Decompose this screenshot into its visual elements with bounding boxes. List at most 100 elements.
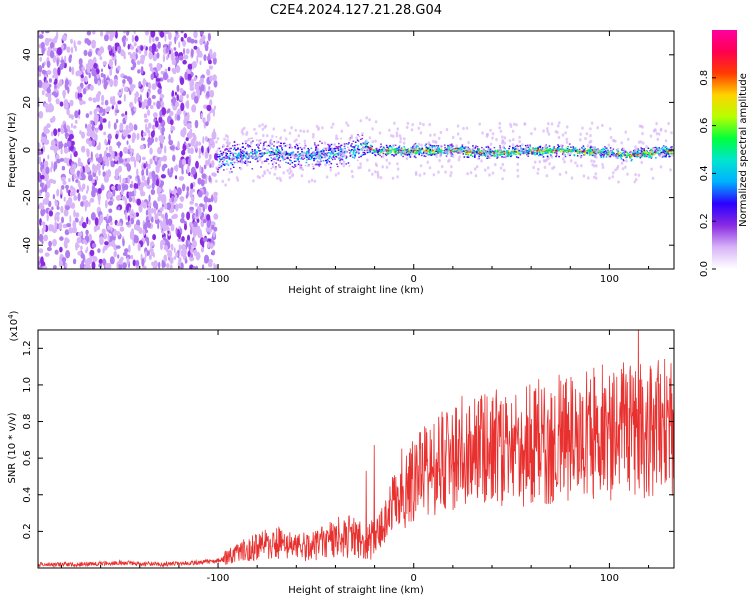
spectrogram-halo-cell bbox=[329, 168, 333, 172]
spectrogram-noise-cell bbox=[59, 143, 64, 147]
spectrogram-signal-cell bbox=[284, 145, 287, 147]
spectrogram-signal-cell bbox=[407, 152, 409, 154]
spectrogram-noise-cell bbox=[206, 214, 211, 221]
spectrogram-signal-cell bbox=[504, 148, 506, 150]
spectrogram-noise-cell bbox=[139, 94, 142, 103]
spectrogram-halo-cell bbox=[519, 148, 523, 152]
spectrogram-noise-cell bbox=[145, 216, 149, 224]
spectrogram-noise-cell bbox=[157, 146, 162, 155]
spectrogram-halo-cell bbox=[547, 157, 550, 161]
spectrogram-signal-cell bbox=[306, 151, 308, 153]
spectrogram-signal-cell bbox=[276, 155, 278, 157]
spectrogram-signal-cell bbox=[223, 164, 226, 166]
spectrogram-noise-cell bbox=[174, 51, 179, 57]
spectrogram-signal-cell bbox=[650, 154, 653, 157]
spectrogram-signal-cell bbox=[651, 156, 653, 158]
spectrogram-signal-cell bbox=[586, 148, 589, 150]
spectrogram-noise-cell bbox=[205, 226, 208, 233]
spectrogram-signal-cell bbox=[591, 149, 594, 151]
spectrogram-halo-cell bbox=[501, 162, 505, 167]
spectrogram-signal-cell bbox=[343, 145, 346, 148]
spectrogram-noise-cell bbox=[192, 240, 197, 248]
spectrogram-noise-cell bbox=[104, 245, 107, 251]
spectrogram-signal-cell bbox=[432, 149, 434, 151]
spectrogram-signal-cell bbox=[643, 148, 645, 150]
spectrogram-signal-cell bbox=[353, 150, 356, 152]
spectrogram-signal-cell bbox=[666, 149, 669, 152]
spectrogram-signal-cell bbox=[263, 160, 266, 163]
spectrogram-signal-cell bbox=[619, 154, 622, 156]
spectrogram-signal-cell bbox=[661, 146, 664, 149]
spectrogram-noise-cell bbox=[176, 110, 181, 116]
spectrogram-noise-cell bbox=[169, 264, 173, 269]
spectrogram-signal-cell bbox=[555, 155, 557, 158]
spectrogram-noise-cell bbox=[75, 70, 80, 77]
spectrogram-halo-cell bbox=[521, 143, 524, 147]
spectrogram-noise-cell bbox=[191, 212, 196, 221]
spectrogram-noise-cell bbox=[176, 187, 182, 196]
spectrogram-signal-cell bbox=[275, 166, 277, 168]
spectrogram-signal-cell bbox=[245, 151, 248, 153]
snr-series-line bbox=[38, 330, 674, 568]
spectrogram-noise-cell bbox=[38, 248, 44, 254]
spectrogram-halo-cell bbox=[288, 167, 292, 171]
spectrogram-halo-cell bbox=[222, 144, 225, 148]
spectrogram-noise-cell bbox=[199, 52, 203, 58]
spectrogram-halo-cell bbox=[649, 134, 653, 138]
spectrogram-signal-cell bbox=[645, 150, 647, 152]
spectrogram-signal-cell bbox=[394, 144, 397, 146]
spectrogram-signal-cell bbox=[655, 146, 658, 149]
spectrogram-signal-cell bbox=[340, 163, 343, 165]
spectrogram-noise-cell bbox=[67, 125, 71, 133]
spectrogram-signal-cell bbox=[460, 149, 463, 151]
spectrogram-signal-cell bbox=[235, 157, 238, 159]
spectrogram-signal-cell bbox=[229, 150, 231, 152]
spectrogram-signal-cell bbox=[401, 148, 404, 150]
spectrogram-noise-cell bbox=[99, 116, 103, 125]
spectrogram-noise-cell bbox=[52, 194, 56, 200]
spectrogram-signal-cell bbox=[664, 148, 666, 150]
spectrogram-signal-cell bbox=[609, 155, 612, 157]
spectrogram-signal-cell bbox=[238, 156, 240, 158]
spectrogram-halo-cell bbox=[538, 160, 542, 164]
spectrogram-signal-cell bbox=[366, 145, 369, 148]
spectrogram-halo-cell bbox=[350, 169, 354, 174]
spectrogram-noise-cell bbox=[214, 153, 218, 161]
spectrogram-halo-cell bbox=[567, 152, 570, 156]
spectrogram-signal-cell bbox=[265, 160, 268, 162]
spectrogram-noise-cell bbox=[186, 112, 190, 122]
spectrogram-signal-cell bbox=[283, 150, 286, 153]
spectrogram-signal-cell bbox=[493, 152, 496, 154]
spectrogram-halo-cell bbox=[300, 167, 304, 171]
spectrogram-signal-cell bbox=[314, 152, 316, 154]
spectrogram-signal-cell bbox=[327, 149, 330, 152]
spectrogram-signal-cell bbox=[229, 152, 232, 155]
spectrogram-halo-cell bbox=[601, 165, 605, 169]
spectrogram-signal-cell bbox=[461, 147, 464, 149]
spectrogram-noise-cell bbox=[48, 210, 54, 217]
spectrogram-halo-cell bbox=[613, 154, 616, 158]
spectrogram-signal-cell bbox=[513, 151, 516, 154]
spectrogram-noise-cell bbox=[125, 163, 131, 168]
spectrogram-signal-cell bbox=[555, 148, 557, 150]
spectrogram-signal-cell bbox=[410, 149, 413, 152]
spectrogram-signal-cell bbox=[650, 152, 653, 155]
spectrogram-noise-cell bbox=[173, 165, 179, 171]
spectrogram-signal-cell bbox=[633, 150, 635, 152]
spectrogram-signal-cell bbox=[275, 153, 278, 156]
spectrogram-signal-cell bbox=[451, 150, 453, 152]
spectrogram-halo-cell bbox=[558, 121, 561, 125]
spectrogram-halo-cell bbox=[607, 143, 611, 147]
spectrogram-signal-cell bbox=[501, 151, 504, 153]
spectrogram-signal-cell bbox=[506, 155, 508, 157]
spectrogram-noise-cell bbox=[115, 119, 119, 124]
spectrogram-signal-cell bbox=[289, 153, 291, 155]
spectrogram-signal-cell bbox=[450, 143, 453, 146]
spectrogram-signal-cell bbox=[389, 149, 392, 151]
spectrogram-noise-cell bbox=[116, 230, 121, 236]
spectrogram-signal-cell bbox=[311, 163, 314, 165]
spectrogram-signal-cell bbox=[446, 151, 448, 153]
spectrogram-signal-cell bbox=[355, 144, 357, 147]
spectrogram-signal-cell bbox=[508, 145, 511, 148]
spectrogram-noise-cell bbox=[208, 142, 212, 150]
